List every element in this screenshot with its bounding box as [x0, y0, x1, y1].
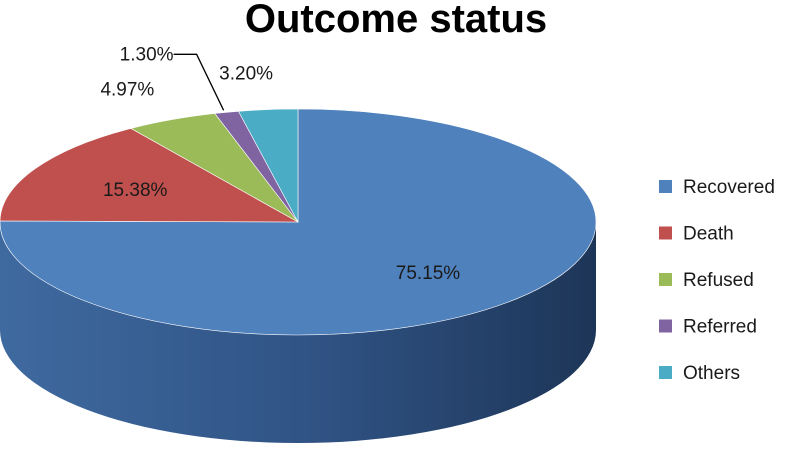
legend-label-death: Death [683, 224, 734, 245]
pie-depth [0, 222, 596, 443]
legend-swatch-referred [659, 319, 672, 333]
legend-label-refused: Refused [683, 270, 754, 291]
legend-label-others: Others [683, 363, 740, 384]
legend-label-referred: Referred [683, 317, 757, 338]
slice-side-recovered [0, 222, 596, 443]
data-label-others: 3.20% [219, 64, 273, 85]
leader-lines [173, 53, 225, 111]
legend-swatch-death [659, 226, 672, 240]
chart-title: Outcome status [245, 0, 547, 41]
legend-swatch-refused [659, 273, 672, 286]
slice-death [0, 128, 300, 223]
legend-swatch-others [659, 366, 672, 379]
data-labels: 75.15% 15.38% 4.97% 1.30% 3.20% [100, 44, 460, 283]
slice-others [238, 108, 299, 223]
data-label-referred: 1.30% [120, 44, 174, 65]
legend: Recovered Death Refused Referred Others [659, 177, 775, 384]
leader-referred [173, 53, 225, 111]
slice-recovered [0, 108, 597, 336]
data-label-recovered: 75.15% [396, 263, 461, 284]
legend-swatch-recovered [659, 180, 672, 193]
pie-slices [0, 108, 597, 336]
legend-label-recovered: Recovered [683, 177, 775, 198]
data-label-death: 15.38% [103, 180, 168, 201]
data-label-refused: 4.97% [100, 80, 154, 101]
